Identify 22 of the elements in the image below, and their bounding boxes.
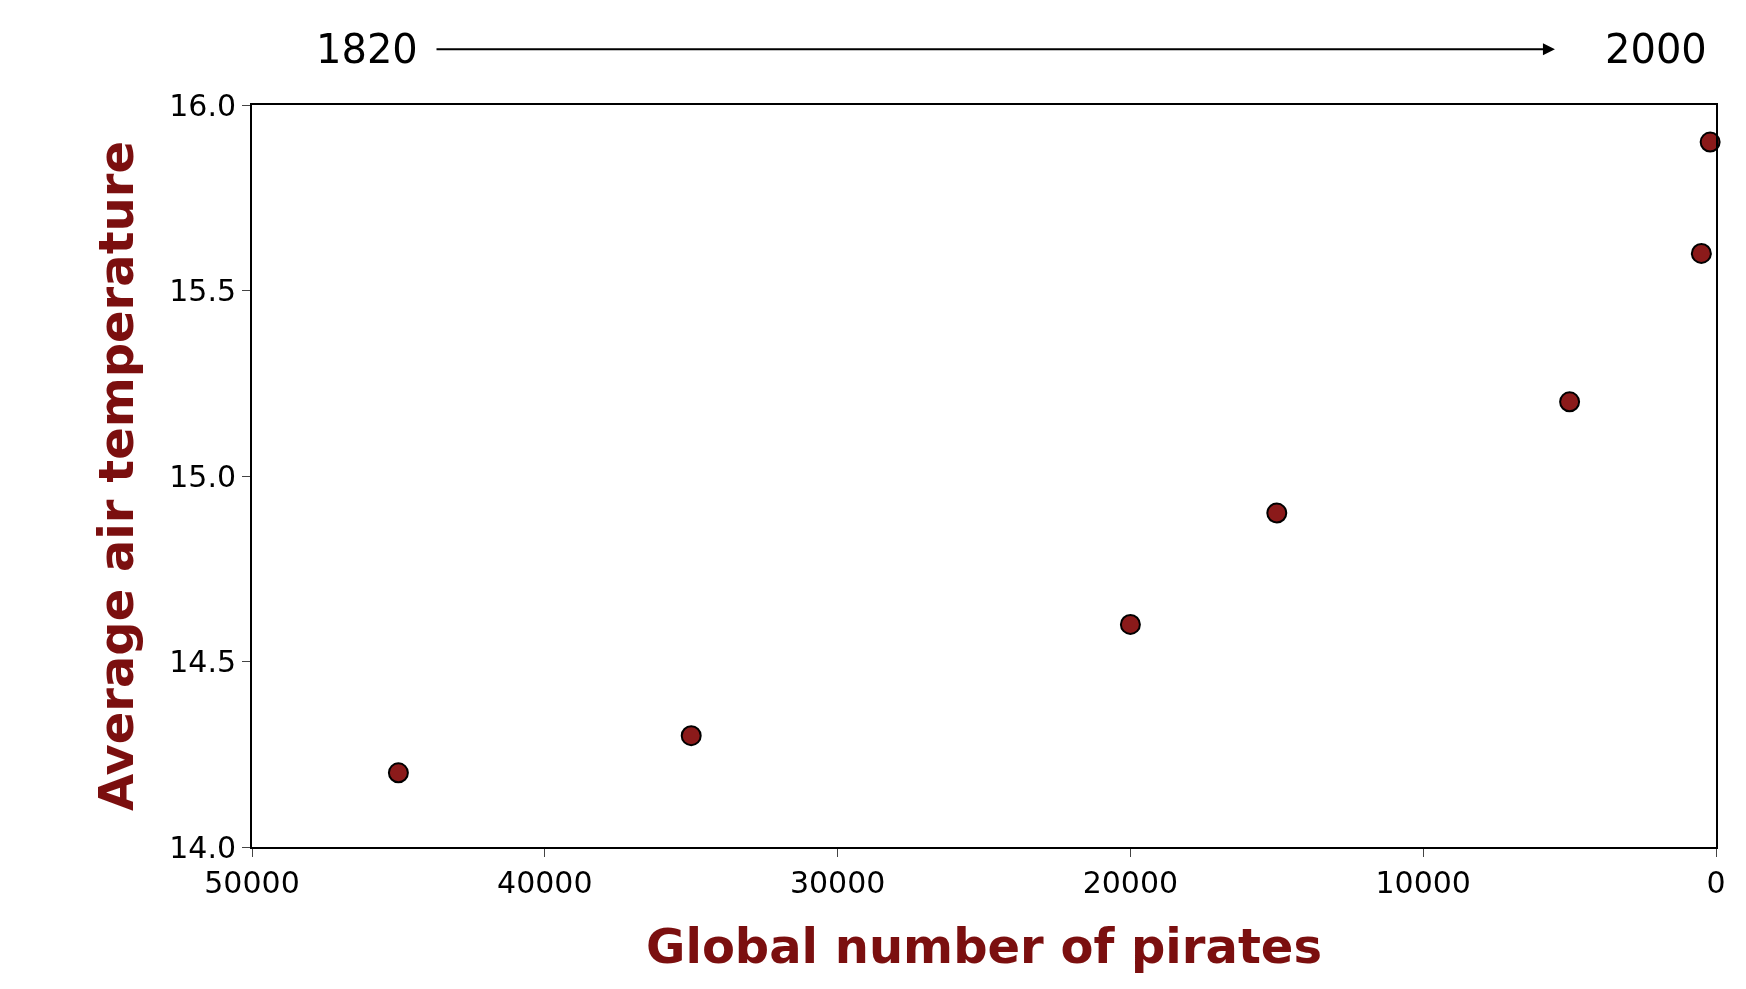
point [387, 762, 409, 784]
point [680, 725, 702, 747]
point [1690, 242, 1712, 264]
x-tick-label: 40000 [497, 865, 593, 900]
text: 1820 [316, 26, 418, 72]
point [1266, 502, 1288, 524]
x-tick-label: 20000 [1082, 865, 1179, 900]
x-tick-label: 30000 [789, 865, 886, 900]
y-tick-label: 15.5 [169, 273, 236, 308]
x-axis-title: Global number of pirates [646, 917, 1322, 974]
y-tick-label: 14.5 [169, 644, 236, 679]
point [1699, 131, 1721, 153]
y-axis-title: Average air temperature [88, 140, 145, 812]
x-tick-label: 0 [1706, 865, 1726, 900]
y-tick-label: 15.0 [169, 458, 236, 494]
x-tick-label: 10000 [1375, 865, 1471, 900]
point [1119, 613, 1141, 635]
y-tick-label: 14.0 [169, 829, 236, 865]
x-tick-label: 50000 [204, 865, 300, 900]
y-tick-label: 16.0 [169, 87, 236, 123]
point [1559, 391, 1581, 413]
text: 2000 [1605, 26, 1707, 72]
